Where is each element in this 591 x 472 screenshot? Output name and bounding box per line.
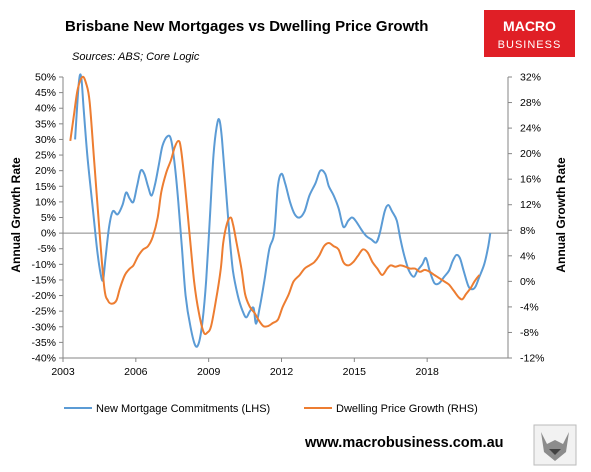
right-tick-label: 12% (520, 199, 541, 211)
left-axis-ticks: 50% 45% 40% 35% 30% 25% 20% 15% 10% 5% 0% -5% -10% -1… (31, 72, 63, 365)
logo: MACRO BUSINESS (484, 10, 575, 57)
right-tick-label: 28% (520, 97, 541, 109)
left-tick-label: 10% (35, 196, 56, 208)
left-tick-label: 0% (41, 228, 56, 240)
logo-background (484, 10, 575, 57)
x-axis-ticks: 2003 2006 2009 2012 2015 2018 (51, 358, 439, 378)
series-line-mortgage-commitments (74, 73, 492, 348)
legend-label-price: Dwelling Price Growth (RHS) (336, 403, 478, 415)
chart-subtitle: Sources: ABS; Core Logic (72, 51, 200, 63)
left-tick-label: 50% (35, 72, 56, 84)
left-tick-label: -5% (37, 243, 56, 255)
left-tick-label: 25% (35, 150, 56, 162)
right-tick-label: 24% (520, 123, 541, 135)
chart-title: Brisbane New Mortgages vs Dwelling Price… (65, 18, 428, 35)
left-tick-label: -35% (31, 337, 56, 349)
right-tick-label: 8% (520, 225, 535, 237)
left-tick-label: -30% (31, 321, 56, 333)
right-tick-label: 0% (520, 276, 535, 288)
left-tick-label: 30% (35, 134, 56, 146)
logo-line2: BUSINESS (498, 39, 562, 51)
left-tick-label: 20% (35, 165, 56, 177)
series-line-dwelling-price-growth (69, 75, 481, 336)
left-tick-label: 5% (41, 212, 56, 224)
wolf-icon (533, 424, 577, 466)
x-tick-label: 2015 (343, 366, 367, 378)
x-tick-label: 2006 (124, 366, 148, 378)
left-tick-label: 40% (35, 103, 56, 115)
right-tick-label: 20% (520, 148, 541, 160)
x-tick-label: 2012 (270, 366, 294, 378)
x-tick-label: 2003 (51, 366, 75, 378)
right-tick-label: 32% (520, 72, 541, 84)
right-tick-label: 16% (520, 174, 541, 186)
legend: New Mortgage Commitments (LHS) Dwelling … (64, 403, 478, 415)
footer-website: www.macrobusiness.com.au (304, 435, 504, 451)
left-axis-title: Annual Growth Rate (9, 157, 23, 273)
left-tick-label: 15% (35, 181, 56, 193)
logo-line1: MACRO (503, 18, 556, 34)
right-axis-ticks: 32% 28% 24% 20% 16% 12% 8% 4% 0% -4% -8% -12% (508, 72, 545, 365)
left-tick-label: -25% (31, 306, 56, 318)
x-tick-label: 2009 (197, 366, 221, 378)
left-tick-label: -20% (31, 290, 56, 302)
right-tick-label: -8% (520, 327, 539, 339)
x-tick-label: 2018 (415, 366, 439, 378)
left-tick-label: 35% (35, 118, 56, 130)
left-tick-label: -15% (31, 274, 56, 286)
left-tick-label: -10% (31, 259, 56, 271)
right-axis-title: Annual Growth Rate (554, 157, 568, 273)
right-tick-label: -12% (520, 353, 545, 365)
right-tick-label: 4% (520, 250, 535, 262)
right-tick-label: -4% (520, 301, 539, 313)
axes (62, 77, 509, 359)
left-tick-label: 45% (35, 87, 56, 99)
series-lines (69, 73, 492, 348)
legend-label-mortgage: New Mortgage Commitments (LHS) (96, 403, 270, 415)
left-tick-label: -40% (31, 353, 56, 365)
